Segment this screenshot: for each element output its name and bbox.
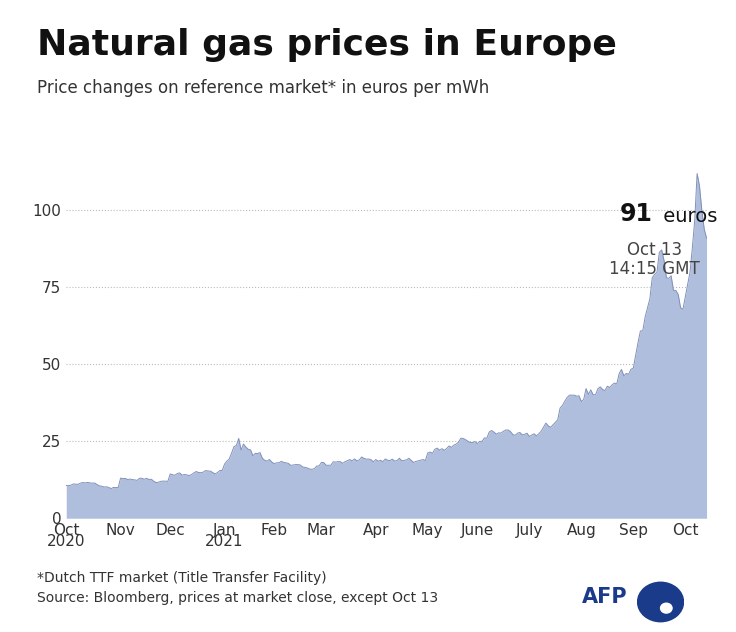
Text: 2020: 2020 [47, 534, 85, 549]
Text: Source: Bloomberg, prices at market close, except Oct 13: Source: Bloomberg, prices at market clos… [37, 592, 438, 605]
Text: Price changes on reference market* in euros per mWh: Price changes on reference market* in eu… [37, 79, 489, 97]
Circle shape [660, 603, 672, 613]
Circle shape [637, 582, 684, 622]
Text: *Dutch TTF market (Title Transfer Facility): *Dutch TTF market (Title Transfer Facili… [37, 571, 327, 585]
Text: 14:15 GMT: 14:15 GMT [609, 260, 700, 277]
Text: 91: 91 [619, 202, 652, 226]
Text: Oct 13: Oct 13 [627, 241, 682, 259]
Text: Natural gas prices in Europe: Natural gas prices in Europe [37, 28, 617, 63]
Text: AFP: AFP [581, 587, 627, 607]
Text: 2021: 2021 [205, 534, 244, 549]
Text: euros: euros [657, 207, 718, 226]
